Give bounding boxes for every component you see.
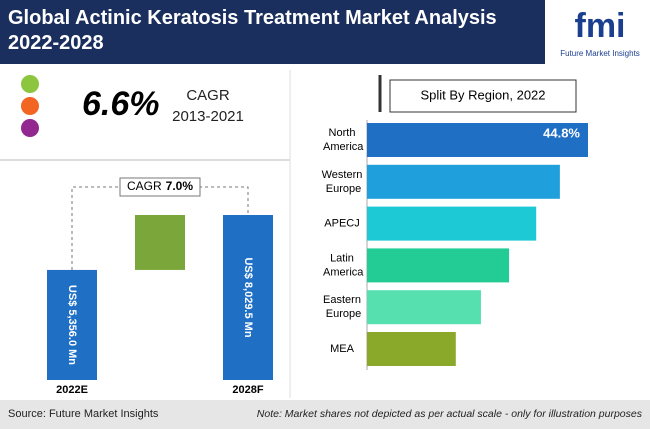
annotation: CAGR 7.0% bbox=[127, 179, 193, 193]
y-tick-label: APECJ bbox=[324, 218, 359, 230]
footer-band bbox=[0, 400, 650, 429]
annotation-value: 7.0% bbox=[166, 179, 194, 193]
cagr-label: CAGR bbox=[186, 87, 230, 104]
header-band bbox=[0, 0, 650, 64]
hbar-title: Split By Region, 2022 bbox=[420, 87, 545, 102]
logo-subtitle: Future Market Insights bbox=[560, 49, 640, 58]
y-tick-label: North America bbox=[321, 127, 365, 153]
cagr-value: 6.6% bbox=[82, 85, 160, 123]
bar bbox=[367, 332, 456, 366]
bar bbox=[223, 215, 273, 380]
note: Note: Market shares not depicted as per … bbox=[257, 408, 643, 420]
x-tick-label: 2028F bbox=[232, 384, 263, 396]
bar bbox=[47, 269, 97, 380]
annotation-label: CAGR bbox=[127, 179, 162, 193]
logo: fmi bbox=[575, 7, 626, 45]
hbar-title-box bbox=[389, 79, 577, 113]
bar bbox=[367, 248, 510, 283]
x-tick-label: 2022E bbox=[56, 384, 88, 396]
cagr-period: 2013-2021 bbox=[172, 108, 244, 125]
logo-box bbox=[545, 0, 650, 64]
dot bbox=[21, 119, 39, 137]
dot bbox=[21, 97, 39, 115]
y-tick-label: Latin America bbox=[321, 252, 365, 278]
value-label: US$ 5,356.0 Mn bbox=[66, 285, 78, 365]
value-label: US$ 8,029.5 Mn bbox=[242, 257, 254, 337]
value-label: 44.8% bbox=[543, 125, 580, 140]
bar bbox=[367, 206, 537, 241]
increment-bar bbox=[135, 215, 185, 270]
annotation-box bbox=[119, 177, 201, 197]
dot bbox=[21, 75, 39, 93]
bar bbox=[367, 123, 588, 157]
y-tick-label: MEA bbox=[330, 343, 355, 355]
bar bbox=[367, 290, 481, 325]
y-tick-label: Eastern Europe bbox=[323, 294, 362, 320]
y-tick-label: Western Europe bbox=[322, 169, 363, 195]
source: Source: Future Market Insights bbox=[8, 408, 159, 420]
bar bbox=[367, 164, 560, 199]
title: Global Actinic Keratosis Treatment Marke… bbox=[8, 7, 497, 54]
